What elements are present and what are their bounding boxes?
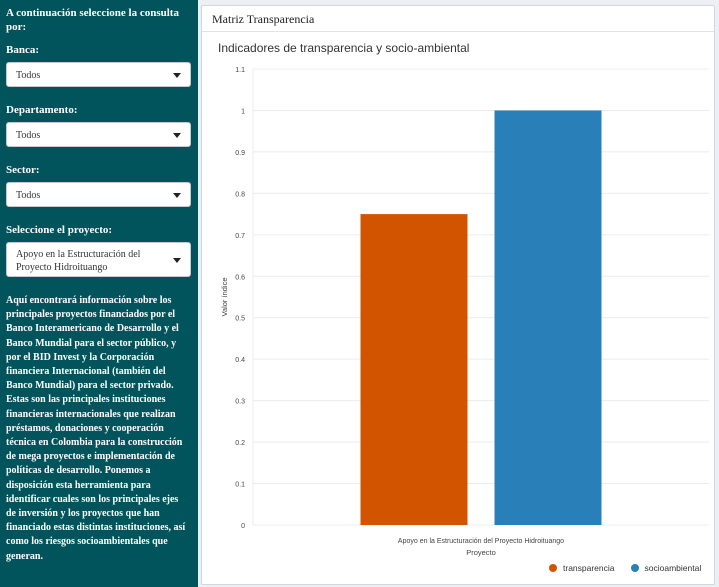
chart-title: Indicadores de transparencia y socio-amb…: [218, 41, 470, 55]
sector-select[interactable]: Todos: [6, 182, 191, 207]
y-tick-label: 0.9: [235, 150, 245, 157]
x-tick-label: Apoyo en la Estructuración del Proyecto …: [398, 538, 564, 545]
sidebar-title: A continuación seleccione la consulta po…: [6, 7, 179, 33]
y-tick-label: 1: [241, 108, 245, 115]
project-filter-label: Seleccione el proyecto:: [6, 224, 113, 236]
y-tick-label: 0.3: [235, 399, 245, 406]
bank-filter-label: Banca:: [6, 44, 39, 56]
y-tick-label: 0.6: [235, 274, 245, 281]
legend-label-transparencia: transparencia: [563, 563, 615, 573]
x-axis-title: Proyecto: [466, 548, 496, 557]
y-tick-label: 0.1: [235, 482, 245, 489]
bank-select[interactable]: Todos: [6, 62, 191, 87]
y-tick-label: 0.2: [235, 440, 245, 447]
legend-item-transparencia[interactable]: transparencia: [549, 563, 615, 573]
transparency-panel: Matriz Transparencia Indicadores de tran…: [201, 5, 715, 585]
bar-transparencia: [360, 214, 468, 525]
caret-down-icon: [173, 73, 181, 78]
y-tick-label: 0.8: [235, 191, 245, 198]
y-tick-label: 0: [241, 523, 245, 530]
legend-marker-socioambiental: [630, 564, 639, 572]
y-tick-label: 0.5: [235, 316, 245, 323]
legend-marker-transparencia: [549, 564, 557, 572]
y-tick-label: 0.7: [235, 233, 245, 240]
y-axis-title: Valor índice: [220, 277, 229, 316]
panel-title: Matriz Transparencia: [202, 6, 714, 32]
sidebar-description: Aquí encontrará información sobre los pr…: [6, 295, 186, 562]
caret-down-icon: [173, 258, 181, 263]
sector-select-value: Todos: [16, 190, 41, 201]
caret-down-icon: [173, 193, 181, 198]
project-select[interactable]: Apoyo en la Estructuración del Proyecto …: [6, 242, 191, 277]
sidebar: A continuación seleccione la consulta po…: [0, 0, 198, 587]
bar-chart: 0 0.1 0.2 0.3 0.4 0.5 0.6 0.7 0.8 0.9 1 1.1 Apoyo en…: [220, 67, 709, 557]
legend-label-socioambiental: socioambiental: [644, 563, 702, 573]
sector-filter-label: Sector:: [6, 164, 40, 176]
bank-select-value: Todos: [16, 70, 41, 81]
project-select-value: Apoyo en la Estructuración del Proyecto …: [16, 249, 141, 273]
y-tick-label: 0.4: [235, 357, 245, 364]
bar-socioambiental: [494, 110, 602, 526]
legend-item-socioambiental[interactable]: socioambiental: [630, 563, 702, 573]
department-select[interactable]: Todos: [6, 122, 191, 147]
chart-legend: transparencia socioambiental: [549, 563, 701, 573]
caret-down-icon: [173, 133, 181, 138]
department-select-value: Todos: [16, 130, 41, 141]
y-tick-label: 1.1: [235, 67, 245, 74]
department-filter-label: Departamento:: [6, 104, 78, 116]
